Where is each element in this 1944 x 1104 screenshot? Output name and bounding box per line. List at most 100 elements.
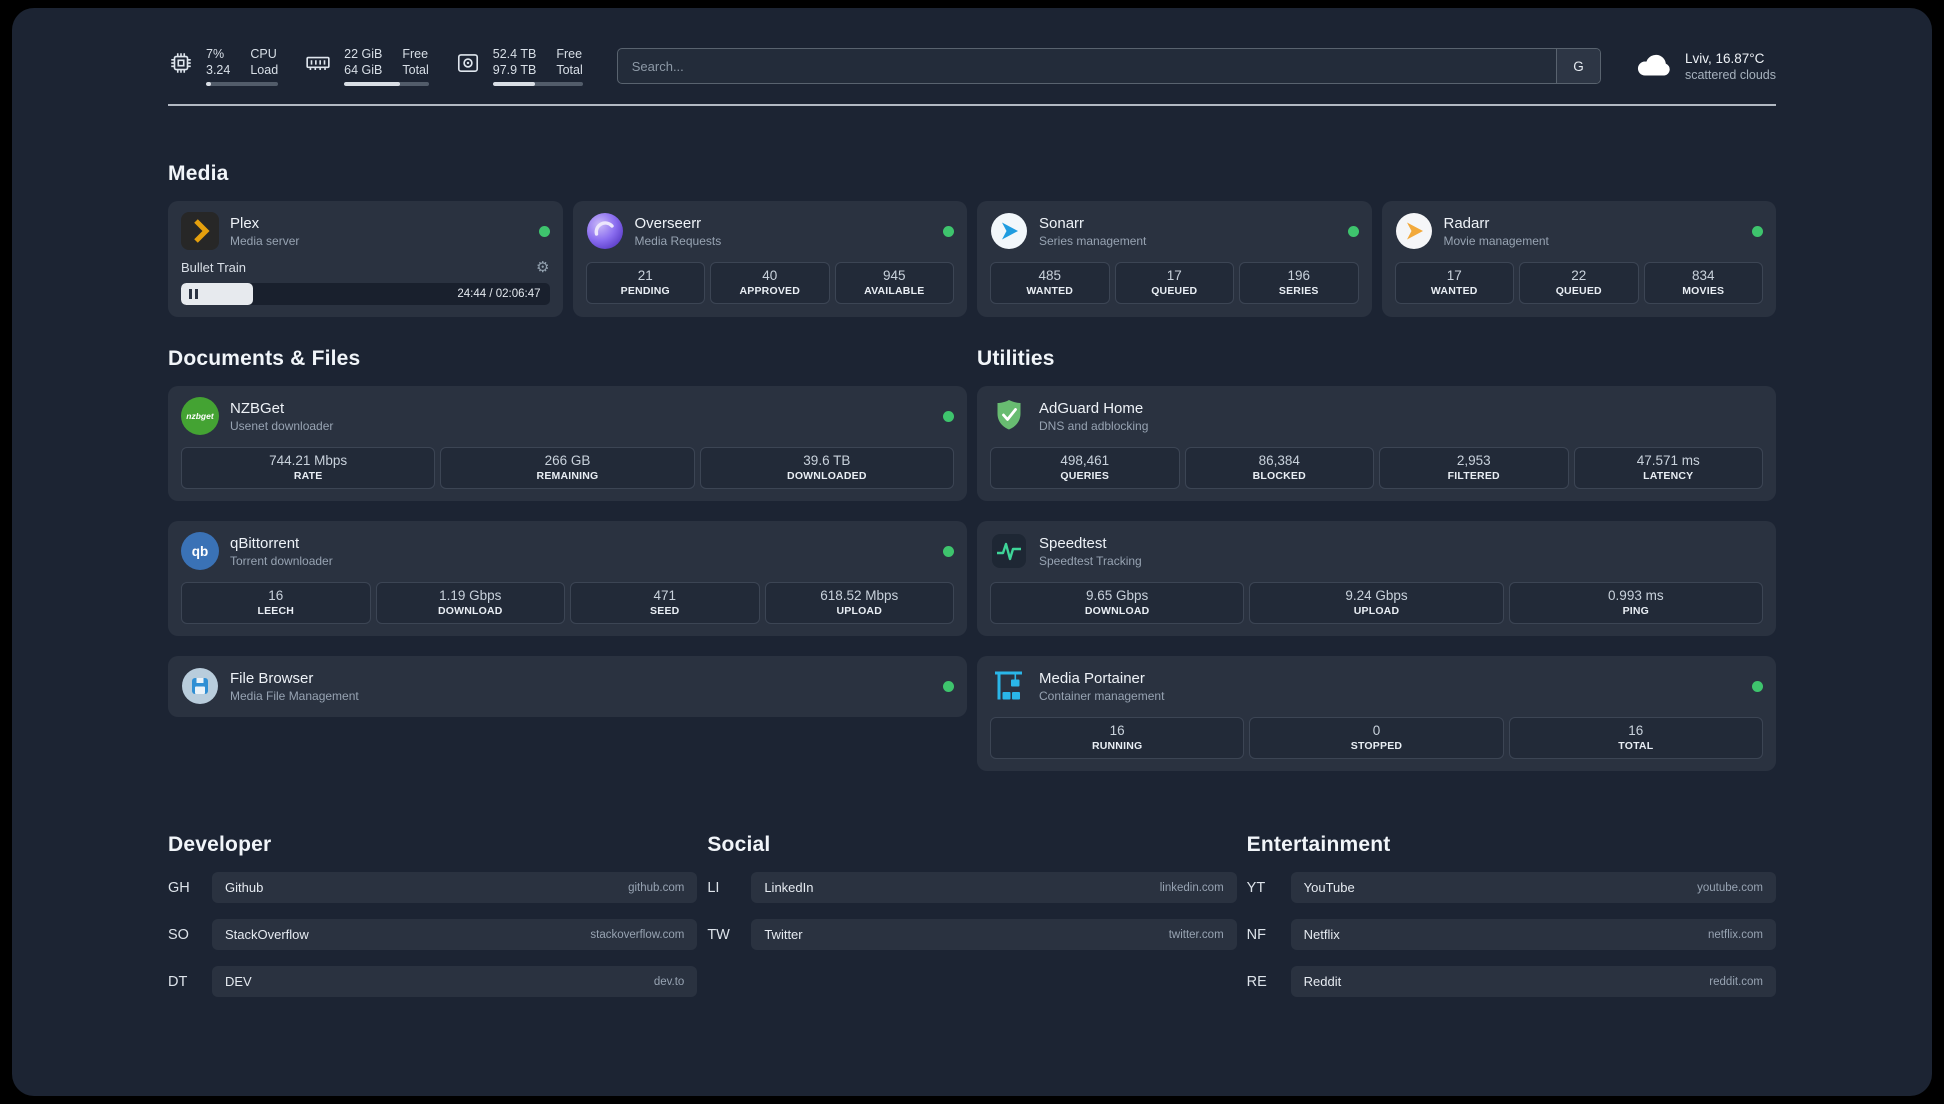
status-dot	[1752, 680, 1763, 692]
radarr-icon	[1395, 212, 1433, 250]
cpu-progress-fill	[206, 82, 212, 87]
section-title-utilities: Utilities	[977, 347, 1055, 370]
disk-widget: 52.4 TB 97.9 TB Free Total	[455, 46, 583, 87]
service-name: Sonarr	[1039, 214, 1085, 232]
memory-progress-track	[344, 82, 429, 87]
settings-gear-icon[interactable]: ⚙	[536, 259, 550, 276]
bookmark-url: github.com	[628, 881, 685, 894]
status-dot	[943, 680, 954, 692]
stat-value: 834	[1691, 268, 1715, 283]
stat-downloaded: 39.6 TB DOWNLOADED	[699, 447, 954, 489]
service-subtitle: Speedtest Tracking	[1039, 553, 1142, 568]
memory-free-value: 22 GiB	[344, 46, 383, 61]
stat-value: 17	[1166, 268, 1182, 283]
stat-filtered: 2,953 FILTERED	[1379, 447, 1569, 489]
now-playing-title: Bullet Train	[181, 260, 247, 275]
stat-label: QUEUED	[1151, 285, 1198, 297]
stat-running: 16 RUNNING	[990, 717, 1245, 759]
stat-label: REMAINING	[536, 470, 599, 482]
bookmark-dev[interactable]: DT DEV dev.to	[168, 966, 698, 997]
stat-label: RUNNING	[1091, 740, 1143, 752]
service-card-adguard[interactable]: AdGuard Home DNS and adblocking 498,461 …	[977, 386, 1776, 501]
stat-value: 17	[1446, 268, 1462, 283]
qbittorrent-icon: qb	[181, 532, 219, 570]
stat-queued: 22 QUEUED	[1519, 262, 1639, 304]
stat-label: MOVIES	[1682, 285, 1725, 297]
stat-label: TOTAL	[1618, 740, 1654, 752]
disk-progress-track	[492, 82, 583, 87]
status-dot	[943, 225, 954, 237]
stat-upload: 9.24 Gbps UPLOAD	[1249, 582, 1504, 624]
status-dot	[1752, 225, 1763, 237]
cpu-percent: 7%	[206, 46, 225, 61]
memory-total-value: 64 GiB	[344, 63, 383, 77]
service-subtitle: Media File Management	[230, 688, 359, 703]
documents-section: Documents & Files nzbget NZBGet Usenet d…	[168, 347, 967, 717]
stat-value: 0	[1372, 723, 1381, 738]
stat-latency: 47.571 ms LATENCY	[1573, 447, 1763, 489]
memory-icon	[304, 50, 332, 76]
bookmark-abbr: SO	[168, 926, 189, 943]
service-card-qbittorrent[interactable]: qb qBittorrent Torrent downloader 16 LEE…	[168, 521, 967, 636]
playback-progress-bar[interactable]: 24:44 / 02:06:47	[181, 283, 550, 305]
service-name: Radarr	[1443, 214, 1490, 232]
search-provider-button[interactable]: G	[1555, 49, 1600, 83]
service-card-portainer[interactable]: Media Portainer Container management 16 …	[977, 656, 1776, 771]
stat-stopped: 0 STOPPED	[1249, 717, 1504, 759]
service-subtitle: Series management	[1039, 233, 1147, 248]
bookmark-reddit[interactable]: RE Reddit reddit.com	[1247, 966, 1776, 997]
service-card-sonarr[interactable]: Sonarr Series management 485 WANTED 17 Q…	[977, 201, 1372, 317]
topbar-divider	[168, 104, 1776, 106]
filebrowser-icon	[181, 667, 219, 705]
bookmark-netflix[interactable]: NF Netflix netflix.com	[1247, 919, 1776, 950]
bookmark-stackoverflow[interactable]: SO StackOverflow stackoverflow.com	[168, 919, 698, 950]
overseerr-icon	[586, 212, 624, 250]
disk-total-label: Total	[556, 63, 583, 77]
bookmark-name: StackOverflow	[225, 927, 309, 942]
stat-remaining: 266 GB REMAINING	[440, 447, 695, 489]
playback-time: 24:44 / 02:06:47	[457, 288, 541, 300]
playback-progress-fill	[181, 283, 253, 305]
service-card-filebrowser[interactable]: File Browser Media File Management	[168, 656, 967, 717]
stat-value: 9.65 Gbps	[1086, 588, 1149, 603]
section-title-documents: Documents & Files	[168, 347, 361, 370]
status-dot	[1347, 225, 1359, 237]
stat-label: DOWNLOAD	[1084, 605, 1150, 617]
bookmark-url: dev.to	[653, 975, 685, 988]
search-input[interactable]	[617, 49, 1556, 83]
bookmark-name: LinkedIn	[764, 880, 814, 895]
bookmark-abbr: YT	[1246, 879, 1266, 896]
stat-available: 945 AVAILABLE	[834, 262, 954, 304]
stat-queries: 498,461 QUERIES	[990, 447, 1180, 489]
stat-approved: 40 APPROVED	[710, 262, 830, 304]
stat-label: AVAILABLE	[864, 285, 925, 297]
service-card-overseerr[interactable]: Overseerr Media Requests 21 PENDING 40 A…	[572, 201, 967, 317]
stat-label: WANTED	[1026, 285, 1074, 297]
media-section: Media Plex Media server	[168, 162, 1776, 317]
service-card-nzbget[interactable]: nzbget NZBGet Usenet downloader 744.21 M…	[168, 386, 967, 501]
bookmark-youtube[interactable]: YT YouTube youtube.com	[1247, 872, 1776, 903]
stat-label: LATENCY	[1643, 470, 1694, 482]
stat-value: 0.993 ms	[1608, 588, 1664, 603]
stat-total: 16 TOTAL	[1508, 717, 1763, 759]
bookmark-twitter[interactable]: TW Twitter twitter.com	[707, 919, 1237, 950]
stat-value: 16	[1628, 723, 1644, 738]
service-subtitle: Usenet downloader	[230, 418, 334, 433]
weather-condition: scattered clouds	[1684, 67, 1776, 82]
cpu-progress-track	[206, 82, 279, 87]
bookmark-abbr: DT	[168, 973, 188, 990]
service-card-radarr[interactable]: Radarr Movie management 17 WANTED 22 QUE…	[1381, 201, 1776, 317]
service-card-plex[interactable]: Plex Media server Bullet Train ⚙ 24:44 /…	[168, 201, 563, 317]
bookmark-linkedin[interactable]: LI LinkedIn linkedin.com	[707, 872, 1237, 903]
service-subtitle: Media server	[230, 233, 300, 248]
stat-label: SERIES	[1278, 285, 1319, 297]
stat-value: 471	[653, 588, 677, 603]
pause-icon[interactable]	[189, 289, 198, 299]
stat-value: 16	[268, 588, 284, 603]
memory-total-label: Total	[402, 63, 429, 77]
stat-rate: 744.21 Mbps RATE	[181, 447, 436, 489]
bookmark-github[interactable]: GH Github github.com	[168, 872, 698, 903]
service-card-speedtest[interactable]: Speedtest Speedtest Tracking 9.65 Gbps D…	[977, 521, 1776, 636]
bookmark-abbr: NF	[1246, 926, 1266, 943]
bookmark-url: stackoverflow.com	[590, 928, 685, 941]
